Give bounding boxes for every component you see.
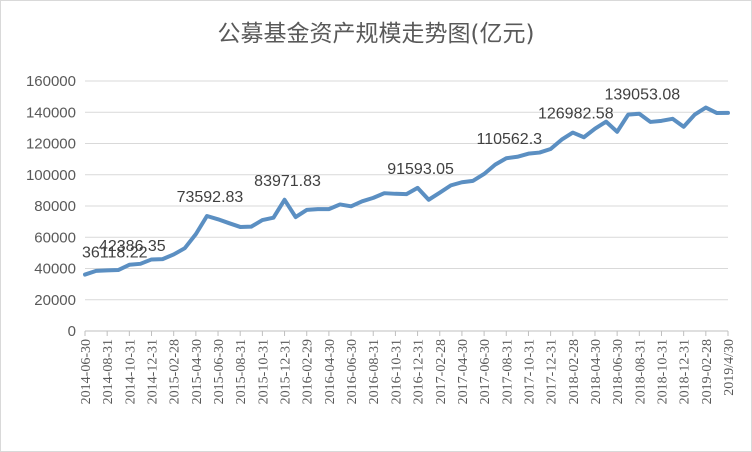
data-label: 139053.08 <box>604 87 680 104</box>
x-tick-label: 2018-04-30 <box>589 339 604 404</box>
x-tick-label: 2016-06-30 <box>345 339 360 404</box>
y-tick-label: 140000 <box>26 104 76 121</box>
x-tick-label: 2017-08-31 <box>500 339 515 404</box>
y-tick-label: 160000 <box>26 73 76 90</box>
x-tick-label: 2016-10-31 <box>389 339 404 404</box>
x-tick-label: 2015-12-31 <box>279 339 294 404</box>
data-label: 42386.35 <box>99 238 166 255</box>
gridlines <box>85 80 728 332</box>
y-tick-label: 20000 <box>34 292 76 309</box>
x-tick-label: 2017-10-31 <box>522 339 537 404</box>
x-tick-label: 2014-12-31 <box>146 339 161 404</box>
data-label: 83971.83 <box>254 173 321 190</box>
x-tick-label: 2018-10-31 <box>655 339 670 404</box>
x-tick-label: 2015-08-31 <box>234 339 249 404</box>
x-tick-label: 2017-04-30 <box>456 339 471 404</box>
data-label: 126982.58 <box>538 106 614 123</box>
x-tick-label: 2015-02-28 <box>168 339 183 404</box>
x-tick-label: 2017-06-30 <box>478 339 493 404</box>
x-tick-label: 2018-06-30 <box>611 339 626 404</box>
x-tick-label: 2014-08-31 <box>101 339 116 404</box>
x-tick-label: 2017-02-28 <box>434 339 449 404</box>
x-tick-label: 2015-04-30 <box>190 339 205 404</box>
y-tick-label: 120000 <box>26 136 76 153</box>
y-tick-label: 0 <box>68 323 76 340</box>
x-tick-label: 2015-10-31 <box>256 339 271 404</box>
data-label: 91593.05 <box>387 161 454 178</box>
x-tick-label: 2019-02-28 <box>700 339 715 404</box>
x-tick-label: 2018-02-28 <box>567 339 582 404</box>
x-tick-label: 2014-10-31 <box>123 339 138 404</box>
x-tick-label: 2015-06-30 <box>212 339 227 404</box>
x-tick-label: 2018-08-31 <box>633 339 648 404</box>
series-layer <box>83 105 730 277</box>
y-tick-label: 100000 <box>26 167 76 184</box>
x-tick-label: 2016-02-29 <box>301 339 316 404</box>
data-label: 110562.3 <box>477 131 543 148</box>
x-tick-label: 2014-06-30 <box>79 339 94 404</box>
x-tick-label: 2016-08-31 <box>367 339 382 404</box>
series-line <box>83 105 730 277</box>
y-tick-label: 80000 <box>34 198 76 215</box>
chart-title: 公募基金资产规模走势图(亿元) <box>217 21 535 47</box>
x-tick-label: 2019/4/30 <box>722 339 737 396</box>
x-axis-ticks: 2014-06-30 2014-08-31 2014-10-31 2014-12-31… <box>79 331 737 404</box>
y-tick-label: 40000 <box>34 261 76 278</box>
x-tick-label: 2016-12-31 <box>412 339 427 404</box>
x-tick-label: 2017-12-31 <box>545 339 560 404</box>
x-tick-label: 2018-12-31 <box>678 339 693 404</box>
x-tick-label: 2016-04-30 <box>323 339 338 404</box>
data-label: 36118.22 <box>82 245 148 262</box>
data-label: 73592.83 <box>177 189 244 206</box>
y-axis-ticks: 0 20000 40000 60000 80000 100000 120000 140000 1… <box>26 73 76 340</box>
y-tick-label: 60000 <box>34 229 76 246</box>
